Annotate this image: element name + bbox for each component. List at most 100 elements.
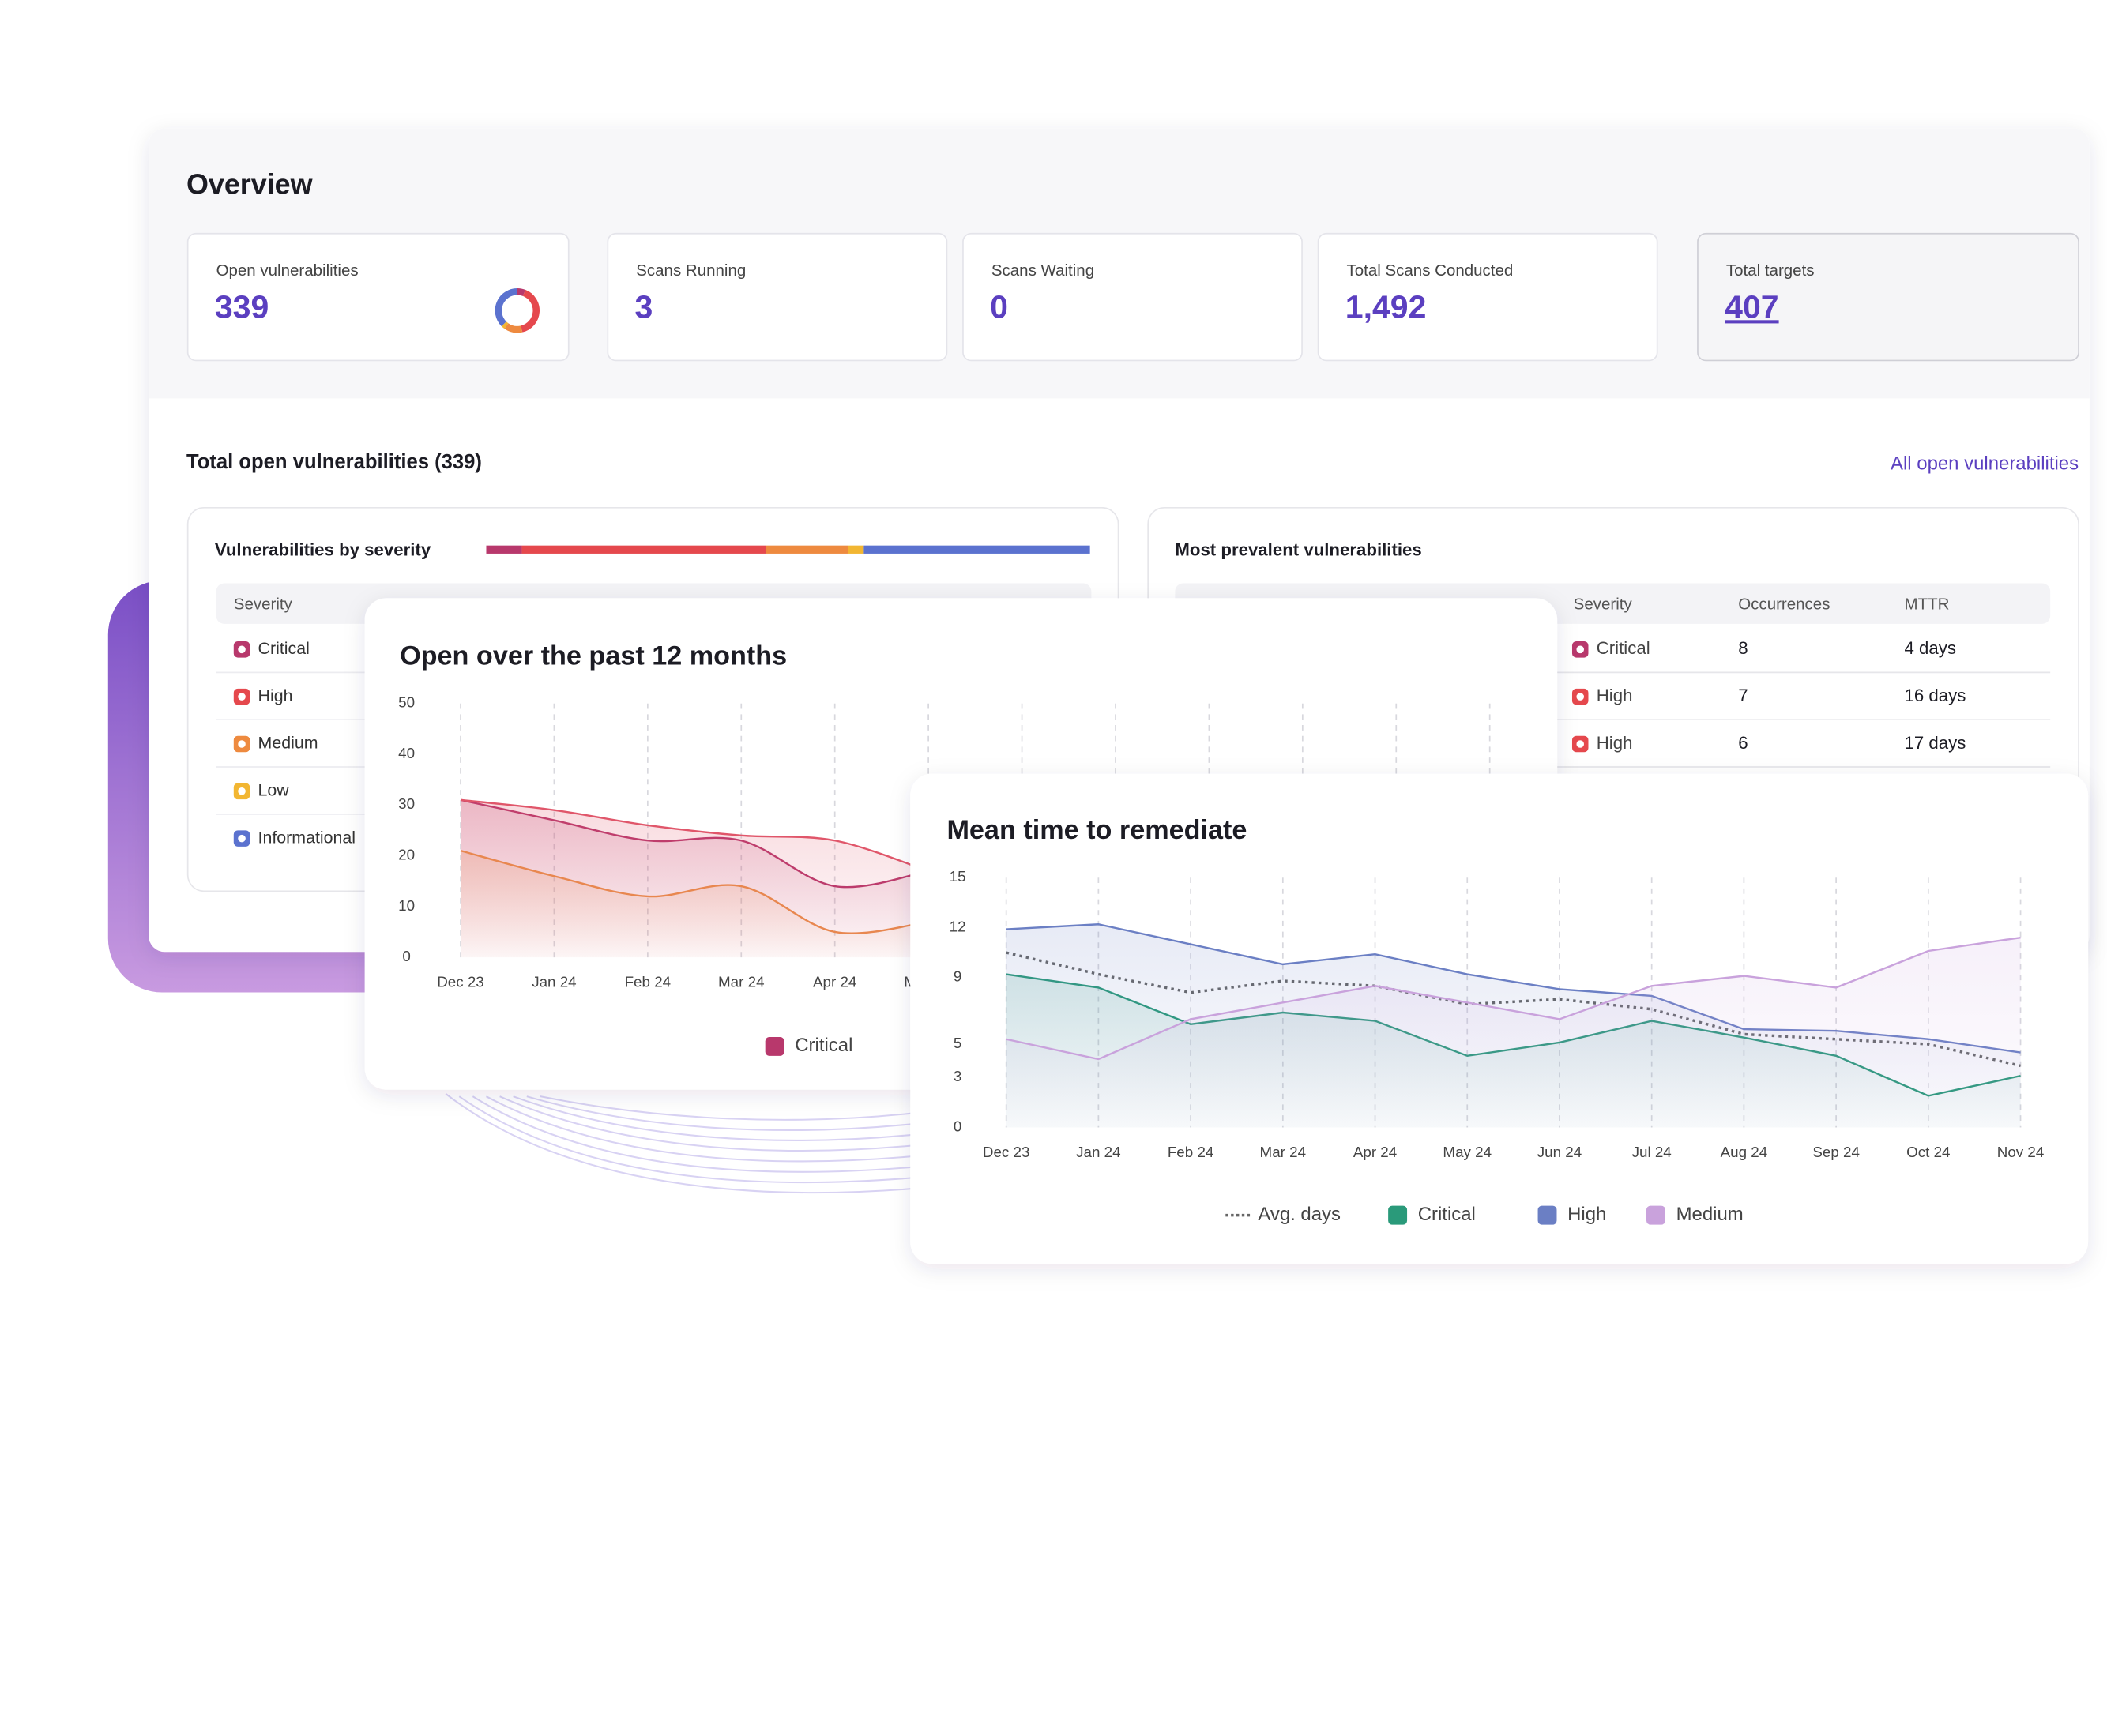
y-tick-label: 40 [398,745,415,761]
y-tick-label: 0 [954,1118,961,1134]
x-tick-label: Jul 24 [1632,1144,1672,1160]
severity-bar-segment [766,545,848,554]
y-tick-label: 3 [954,1068,961,1084]
all-vulns-link[interactable]: All open vulnerabilities [1891,453,2079,474]
x-tick-label: Feb 24 [625,974,672,990]
y-tick-label: 10 [398,897,415,914]
column-header: Severity [1574,595,1633,613]
x-tick-label: Jan 24 [532,974,576,990]
stat-label: Total Scans Conducted [1346,261,1513,280]
decor-waves [445,1092,919,1194]
stat-label: Total targets [1726,261,1815,280]
stat-value: 0 [990,288,1008,325]
severity-label: High [258,686,293,705]
overview-title: Overview [186,168,313,200]
table-cell: 7 [1738,686,1748,705]
stat-value: 339 [215,288,269,325]
severity-icon-dot [1576,740,1585,748]
x-tick-label: Aug 24 [1721,1144,1768,1160]
legend-label: Critical [795,1035,852,1056]
y-tick-label: 15 [950,868,966,885]
stat-value: 1,492 [1345,288,1427,325]
legend-swatch [765,1036,784,1056]
severity-bar-segment [486,545,522,554]
section-title: Total open vulnerabilities (339) [186,451,482,473]
y-tick-label: 12 [950,918,966,934]
table-cell: High [1597,686,1633,705]
donut-segment [495,287,518,327]
table-cell: High [1597,733,1633,753]
x-tick-label: Oct 24 [1906,1144,1950,1160]
y-tick-label: 30 [398,795,415,812]
series-line [1006,936,2021,1061]
x-tick-label: May 24 [1443,1144,1492,1160]
donut-segment [521,289,540,333]
severity-icon-dot [238,645,246,654]
y-tick-label: 20 [398,846,415,862]
stat-card [186,232,570,362]
x-tick-label: Jun 24 [1537,1144,1582,1160]
legend-swatch [1388,1205,1408,1225]
column-header: MTTR [1905,595,1950,613]
stat-value: 407 [1725,288,1778,325]
severity-title: Vulnerabilities by severity [215,539,431,559]
stat-card [1697,232,2079,362]
donut-segment [517,287,526,296]
table-cell: 17 days [1905,733,1966,753]
severity-label: Critical [258,639,310,658]
y-tick-label: 50 [398,694,415,711]
x-tick-label: Nov 24 [1997,1144,2045,1160]
y-tick-label: 9 [954,968,961,985]
series-line [460,849,929,934]
stat-value: 3 [635,288,653,325]
stat-card [962,232,1303,362]
column-header: Severity [234,595,293,613]
prevalent-title: Most prevalent vulnerabilities [1175,539,1421,559]
x-tick-label: Apr 24 [813,974,856,990]
severity-icon-dot [238,834,246,843]
severity-label: Low [258,780,290,799]
legend-swatch [1646,1205,1665,1225]
legend-label: High [1567,1204,1606,1225]
severity-icon-dot [1576,645,1585,654]
column-header: Occurrences [1738,595,1830,613]
series-line [460,798,929,872]
y-tick-label: 5 [954,1035,961,1051]
x-tick-label: Apr 24 [1353,1144,1397,1160]
y-tick-label: 0 [402,948,410,964]
x-tick-label: Feb 24 [1168,1144,1214,1160]
legend-label: Avg. days [1258,1204,1341,1225]
donut-segment [504,323,523,333]
severity-bar-segment [863,545,1090,554]
severity-bar-segment [521,545,766,554]
x-tick-label: Mar 24 [1260,1144,1307,1160]
severity-label: Informational [258,828,356,847]
x-tick-label: Dec 23 [437,974,484,990]
severity-bar-segment [848,545,864,554]
series-area [460,851,929,958]
stat-label: Scans Waiting [991,261,1094,280]
donut-segment [501,321,509,329]
table-cell: 8 [1738,638,1748,658]
chart-title: Open over the past 12 months [400,641,787,671]
x-tick-label: Jan 24 [1076,1144,1120,1160]
severity-icon-dot [238,787,246,795]
severity-icon-dot [238,693,246,701]
legend-label: Critical [1418,1204,1476,1225]
stat-label: Scans Running [636,261,746,280]
severity-label: Medium [258,734,318,753]
x-tick-label: Mar 24 [718,974,765,990]
chart-title: Mean time to remediate [946,815,1247,845]
stat-card [1317,232,1658,362]
x-tick-label: Sep 24 [1812,1144,1860,1160]
table-cell: 4 days [1905,638,1956,658]
table-cell: Critical [1597,638,1650,658]
stat-label: Open vulnerabilities [216,261,359,280]
table-cell: 16 days [1905,686,1966,705]
severity-icon-dot [1576,693,1585,701]
x-tick-label: Dec 23 [983,1144,1030,1160]
legend-swatch [1537,1205,1557,1225]
legend-label: Medium [1676,1204,1744,1225]
table-cell: 6 [1738,733,1748,753]
